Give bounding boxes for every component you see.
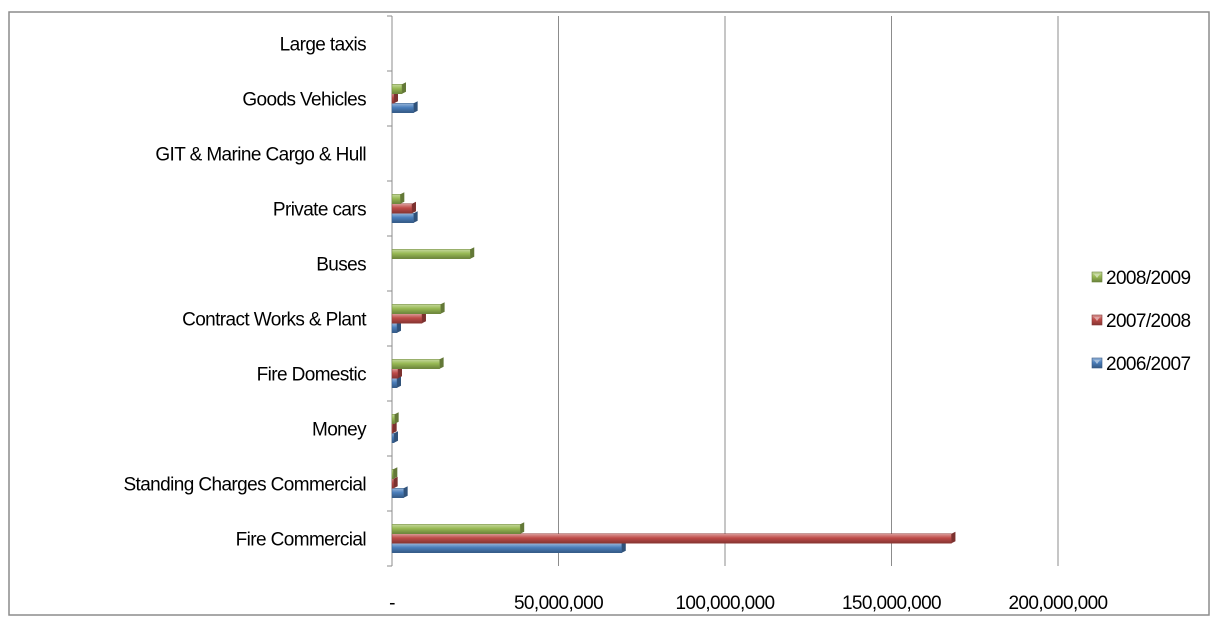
bar xyxy=(391,486,408,498)
bar xyxy=(391,431,398,443)
legend-label: 2007/2008 xyxy=(1106,311,1190,332)
x-tick-label: 50,000,000 xyxy=(514,593,603,614)
bar xyxy=(391,101,418,113)
category-label: Large taxis xyxy=(280,35,366,56)
x-tick-label: 150,000,000 xyxy=(842,593,941,614)
bar xyxy=(391,247,475,259)
x-tick-label: - xyxy=(389,593,395,614)
bar xyxy=(391,302,445,314)
grid-lines xyxy=(558,16,1059,566)
category-label: Private cars xyxy=(273,200,366,221)
category-label: Fire Domestic xyxy=(257,365,366,386)
category-label: Standing Charges Commercial xyxy=(123,475,366,496)
category-label: GIT & Marine Cargo & Hull xyxy=(155,145,366,166)
legend-item: 2006/2007 xyxy=(1091,354,1191,375)
category-label: Money xyxy=(312,420,367,441)
bar xyxy=(391,82,406,94)
category-label: Fire Commercial xyxy=(236,530,366,551)
chart-area-border xyxy=(8,11,1210,616)
labels: Fire Commercial Standing Charges Commerci… xyxy=(123,35,1108,615)
bars xyxy=(391,82,956,553)
bar xyxy=(391,357,444,369)
legend: 2008/2009 2007/2008 2006/2007 xyxy=(1091,268,1191,375)
bar xyxy=(391,531,956,544)
bar xyxy=(391,412,399,424)
x-tick-label: 200,000,000 xyxy=(1008,593,1107,614)
category-label: Buses xyxy=(316,255,366,276)
category-label: Contract Works & Plant xyxy=(182,310,367,331)
category-label: Goods Vehicles xyxy=(242,90,366,111)
bar xyxy=(391,192,405,204)
x-tick-label: 100,000,000 xyxy=(675,593,774,614)
bar xyxy=(391,376,401,388)
bar xyxy=(391,201,416,214)
legend-label: 2006/2007 xyxy=(1106,354,1190,375)
legend-item: 2008/2009 xyxy=(1091,268,1191,289)
legend-item: 2007/2008 xyxy=(1091,311,1191,332)
bar xyxy=(391,522,525,534)
bar xyxy=(391,467,398,479)
legend-label: 2008/2009 xyxy=(1106,268,1190,289)
